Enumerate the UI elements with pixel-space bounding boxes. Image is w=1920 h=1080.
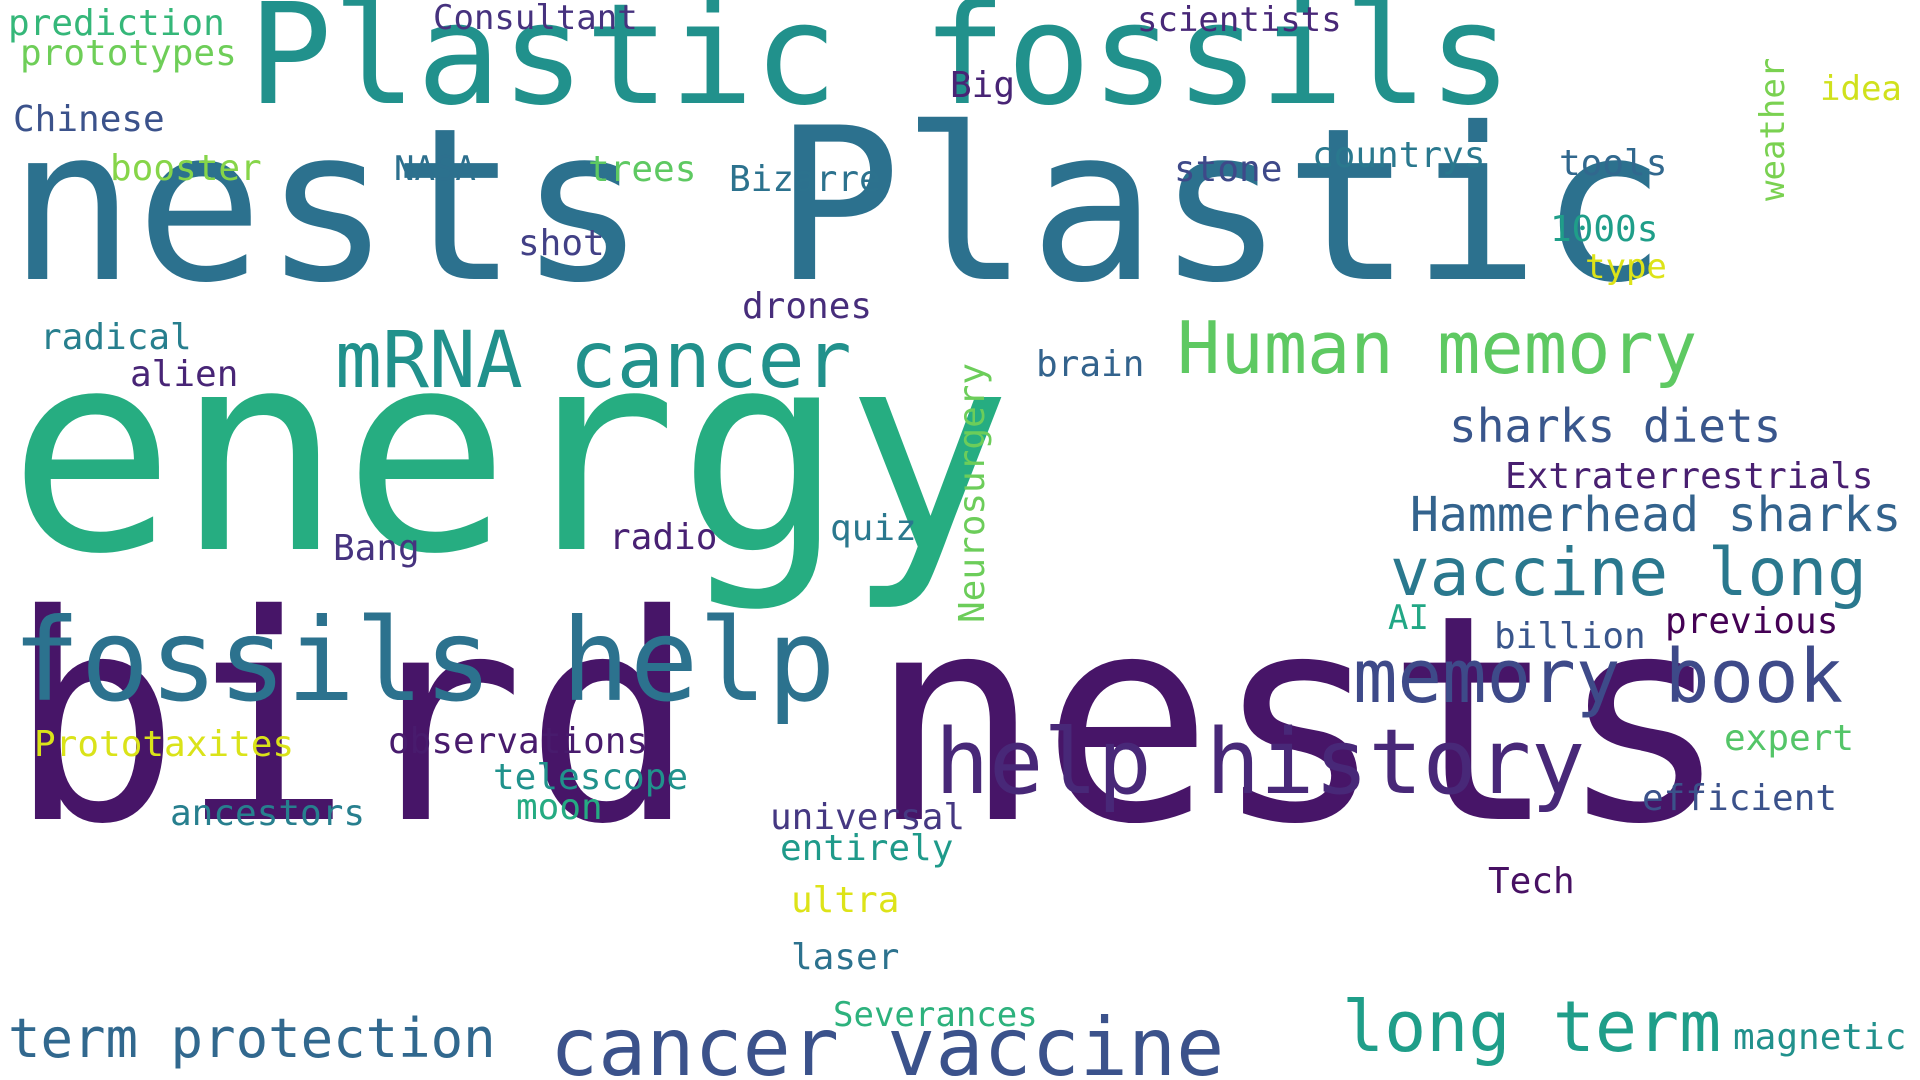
- word-cancer-vaccine: cancer vaccine: [550, 1001, 1225, 1080]
- word-fossils-help: fossils help: [12, 594, 836, 727]
- word-memory-book: memory book: [1353, 634, 1844, 720]
- word-previous: previous: [1665, 601, 1839, 642]
- word-bird-nests: bird nests: [8, 555, 1730, 887]
- word-help-history: help history: [935, 710, 1586, 815]
- word-human-memory: Human memory: [1177, 306, 1698, 390]
- word-ai: AI: [1388, 598, 1429, 638]
- word-scientists: scientists: [1137, 0, 1342, 40]
- word-magnetic: magnetic: [1733, 1017, 1907, 1058]
- word-term-protection: term protection: [8, 1007, 496, 1070]
- word-type: type: [1585, 247, 1667, 287]
- word-booster: booster: [110, 148, 262, 189]
- word-efficient: efficient: [1642, 778, 1838, 819]
- word-extraterrestrials: Extraterrestrials: [1505, 456, 1874, 497]
- word-entirely: entirely: [780, 828, 954, 869]
- word-long-term: long term: [1342, 986, 1722, 1068]
- word-neurosurgery: Neurosurgery: [952, 362, 993, 623]
- word-prediction: prediction: [8, 3, 225, 44]
- word-hammerhead-sharks: Hammerhead sharks: [1410, 487, 1902, 543]
- word-tools: tools: [1559, 143, 1668, 184]
- word-shot: shot: [518, 223, 605, 264]
- word-stone: stone: [1174, 149, 1283, 190]
- word-big: Big: [950, 65, 1016, 106]
- word-radio: radio: [609, 517, 718, 558]
- word-expert: expert: [1724, 718, 1855, 759]
- word-alien: alien: [130, 354, 239, 395]
- word-severances: Severances: [833, 995, 1038, 1035]
- word-laser: laser: [791, 937, 900, 978]
- word-sharks-diets: sharks diets: [1449, 399, 1782, 453]
- word-bang: Bang: [333, 528, 420, 569]
- word-countrys: countrys: [1312, 135, 1486, 176]
- word-bizarre: Bizarre: [729, 159, 881, 200]
- word-mrna-cancer: mRNA cancer: [335, 316, 852, 406]
- word-prototypes: prototypes: [20, 33, 237, 74]
- word-telescope: telescope: [493, 757, 689, 798]
- word-1000s: 1000s: [1550, 209, 1659, 250]
- word-radical: radical: [40, 317, 192, 358]
- word-observations: observations: [388, 721, 649, 762]
- word-quiz: quiz: [830, 508, 917, 549]
- word-trees: trees: [588, 149, 697, 190]
- word-chinese: Chinese: [13, 99, 165, 140]
- word-tech: Tech: [1488, 861, 1575, 902]
- word-prototaxites: Prototaxites: [34, 724, 295, 765]
- word-energy: energy: [8, 291, 1013, 615]
- word-billion: billion: [1494, 616, 1646, 657]
- word-nasa: NASA: [394, 149, 476, 189]
- word-weather: weather: [1753, 57, 1793, 201]
- word-moon: moon: [516, 787, 603, 828]
- word-idea: idea: [1820, 69, 1902, 109]
- word-vaccine-long: vaccine long: [1390, 534, 1867, 611]
- word-ultra: ultra: [791, 880, 900, 921]
- word-nests-plastic: nests Plastic: [8, 82, 1668, 329]
- word-plastic-fossils: Plastic fossils: [248, 0, 1513, 137]
- word-brain: brain: [1036, 344, 1145, 385]
- word-drones: drones: [742, 286, 873, 327]
- word-ancestors: ancestors: [170, 793, 366, 834]
- word-universal: universal: [770, 797, 966, 838]
- word-consultant: Consultant: [433, 0, 638, 38]
